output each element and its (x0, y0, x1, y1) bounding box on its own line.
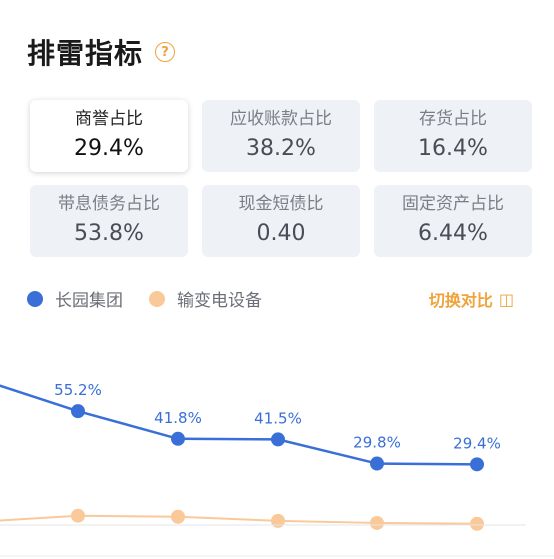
metric-label: 存货占比 (419, 109, 487, 129)
metric-label: 应收账款占比 (230, 109, 332, 129)
series1-path (0, 384, 478, 466)
metric-value: 0.40 (256, 221, 306, 246)
metric-label: 商誉占比 (75, 109, 143, 129)
legend-item-series1[interactable]: 长园集团 (27, 286, 123, 311)
metric-tiles: 商誉占比 29.4% 应收账款占比 38.2% 存货占比 16.4% 带息债务占… (30, 100, 532, 257)
metric-value: 16.4% (418, 136, 488, 161)
page-title: 排雷指标 (27, 37, 144, 70)
legend-dot-icon (149, 290, 165, 307)
series1-line: 55.2% 41.8% 41.5% 29.8% 29.4% (0, 381, 501, 472)
metric-value: 29.4% (74, 136, 144, 161)
metric-tile-cash-short-debt[interactable]: 现金短债比 0.40 (202, 185, 360, 257)
switch-compare-label: 切换对比 (428, 291, 493, 310)
metric-value: 38.2% (246, 136, 316, 161)
legend-label: 输变电设备 (177, 291, 262, 311)
metric-label: 固定资产占比 (402, 194, 504, 214)
metric-tile-fixed-assets[interactable]: 固定资产占比 6.44% (374, 185, 532, 257)
page-header: 排雷指标 ? (27, 32, 176, 72)
metric-tile-interest-debt[interactable]: 带息债务占比 53.8% (30, 185, 188, 257)
series2-line (0, 508, 484, 531)
data-point[interactable] (71, 508, 85, 523)
metric-tile-goodwill[interactable]: 商誉占比 29.4% (30, 100, 188, 172)
line-chart: 55.2% 41.8% 41.5% 29.8% 29.4% (0, 381, 554, 557)
data-label: 55.2% (54, 381, 102, 399)
metric-value: 53.8% (74, 221, 144, 246)
metric-tile-inventory[interactable]: 存货占比 16.4% (374, 100, 532, 172)
data-point[interactable] (71, 404, 85, 419)
series2-path (0, 514, 478, 525)
toggle-compare-icon: ◫ (498, 289, 514, 309)
legend-label: 长园集团 (55, 291, 123, 311)
metric-label: 现金短债比 (238, 194, 324, 214)
question-mark-icon[interactable]: ? (155, 42, 176, 62)
legend-dot-icon (27, 290, 43, 307)
data-point[interactable] (370, 456, 384, 471)
data-label: 29.8% (353, 434, 401, 452)
chart-legend: 长园集团 输变电设备 (27, 286, 288, 311)
metric-label: 带息债务占比 (58, 194, 160, 214)
data-point[interactable] (271, 432, 285, 447)
data-label: 41.5% (254, 409, 302, 427)
data-point[interactable] (370, 515, 384, 530)
data-point[interactable] (171, 509, 185, 524)
data-point[interactable] (171, 431, 185, 446)
metric-tile-receivables[interactable]: 应收账款占比 38.2% (202, 100, 360, 172)
data-label: 41.8% (154, 409, 202, 427)
data-point[interactable] (470, 516, 484, 531)
data-point[interactable] (470, 457, 484, 472)
data-label: 29.4% (453, 434, 501, 452)
data-point[interactable] (271, 513, 285, 528)
switch-compare-button[interactable]: 切换对比 ◫ (429, 287, 514, 311)
legend-item-series2[interactable]: 输变电设备 (149, 286, 262, 311)
metric-value: 6.44% (418, 221, 488, 246)
